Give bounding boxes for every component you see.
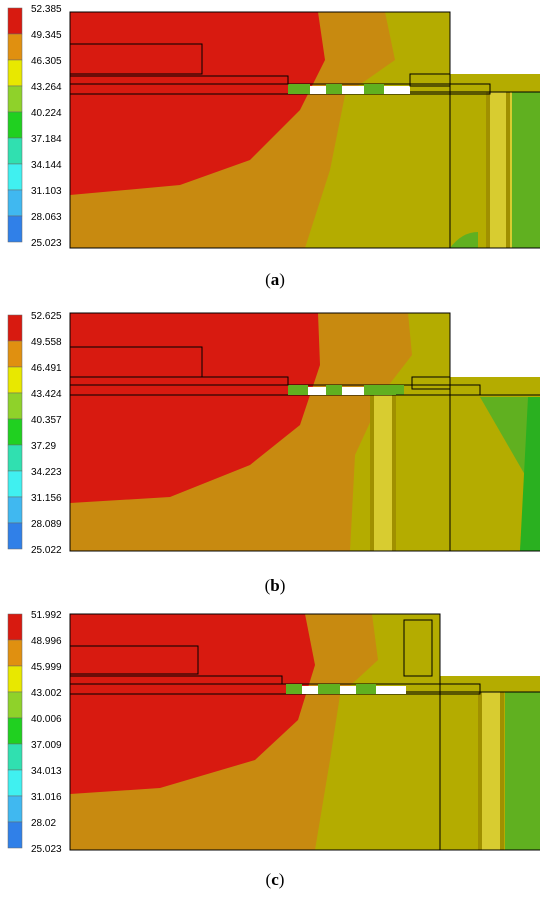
legend-tick-label: 34.013 <box>31 766 62 777</box>
legend-tick-label: 51.992 <box>31 610 62 621</box>
legend-swatch <box>7 59 23 87</box>
legend-tick-label: 45.999 <box>31 662 62 673</box>
figure-panel-c: 51.992 48.996 45.999 43.002 40.006 37.009 34.0… <box>0 610 550 910</box>
legend-tick-label: 37.184 <box>31 134 62 145</box>
legend-tick-label: 28.02 <box>31 818 56 829</box>
legend-swatch <box>7 665 23 693</box>
legend-a: 52.385 49.345 46.305 43.264 40.224 37.184 34.1… <box>7 4 62 249</box>
legend-swatch <box>7 496 23 524</box>
legend-tick-label: 34.223 <box>31 467 62 478</box>
legend-tick-label: 40.224 <box>31 108 62 119</box>
legend-tick-label: 49.345 <box>31 30 62 41</box>
legend-tick-label: 25.022 <box>31 545 62 556</box>
legend-tick-label: 52.385 <box>31 4 62 15</box>
legend-swatch <box>7 33 23 61</box>
legend-swatch <box>7 613 23 641</box>
legend-swatch <box>7 470 23 498</box>
legend-tick-label: 43.264 <box>31 82 62 93</box>
legend-tick-label: 25.023 <box>31 844 62 855</box>
legend-swatch <box>7 163 23 191</box>
legend-tick-label: 28.063 <box>31 212 62 223</box>
figure-panel-a: 52.385 49.345 46.305 43.264 40.224 37.184 34.1… <box>0 0 550 300</box>
contour-field-a <box>69 11 540 249</box>
legend-tick-label: 43.424 <box>31 389 62 400</box>
legend-swatch <box>7 522 23 550</box>
legend-swatch <box>7 418 23 446</box>
legend-tick-label: 28.089 <box>31 519 62 530</box>
legend-swatch <box>7 111 23 139</box>
legend-tick-label: 37.009 <box>31 740 62 751</box>
caption-a: (a) <box>265 270 285 289</box>
legend-swatch <box>7 366 23 394</box>
legend-swatch <box>7 444 23 472</box>
figure-panel-b: 52.625 49.558 46.491 43.424 40.357 37.29 34.22… <box>0 305 550 605</box>
legend-tick-label: 46.491 <box>31 363 62 374</box>
contour-field-c <box>69 613 540 851</box>
legend-swatch <box>7 189 23 217</box>
caption-b: (b) <box>264 576 286 595</box>
legend-swatch <box>7 340 23 368</box>
legend-tick-label: 49.558 <box>31 337 62 348</box>
contour-plot-b: 52.625 49.558 46.491 43.424 40.357 37.29 34.22… <box>7 311 540 556</box>
legend-swatch <box>7 639 23 667</box>
legend-swatch <box>7 137 23 165</box>
contour-plot-c: 51.992 48.996 45.999 43.002 40.006 37.009 34.0… <box>7 610 540 855</box>
legend-swatch <box>7 392 23 420</box>
legend-c: 51.992 48.996 45.999 43.002 40.006 37.009 34.0… <box>7 610 62 855</box>
legend-swatch <box>7 314 23 342</box>
legend-swatch <box>7 795 23 823</box>
legend-tick-label: 46.305 <box>31 56 62 67</box>
legend-tick-label: 37.29 <box>31 441 56 452</box>
contour-field-b <box>69 312 540 552</box>
legend-tick-label: 31.103 <box>31 186 62 197</box>
legend-swatch <box>7 691 23 719</box>
legend-tick-label: 40.006 <box>31 714 62 725</box>
legend-b: 52.625 49.558 46.491 43.424 40.357 37.29 34.22… <box>7 311 62 556</box>
legend-swatch <box>7 769 23 797</box>
legend-tick-label: 48.996 <box>31 636 62 647</box>
legend-tick-label: 52.625 <box>31 311 62 322</box>
legend-swatch <box>7 85 23 113</box>
legend-swatch <box>7 821 23 849</box>
caption-c: (c) <box>265 870 285 889</box>
contour-plot-a: 52.385 49.345 46.305 43.264 40.224 37.184 34.1… <box>7 4 540 249</box>
legend-swatch <box>7 717 23 745</box>
legend-tick-label: 43.002 <box>31 688 62 699</box>
legend-tick-label: 31.156 <box>31 493 62 504</box>
legend-swatch <box>7 215 23 243</box>
legend-tick-label: 25.023 <box>31 238 62 249</box>
legend-tick-label: 34.144 <box>31 160 62 171</box>
legend-swatch <box>7 743 23 771</box>
legend-swatch <box>7 7 23 35</box>
legend-tick-label: 31.016 <box>31 792 62 803</box>
legend-tick-label: 40.357 <box>31 415 62 426</box>
